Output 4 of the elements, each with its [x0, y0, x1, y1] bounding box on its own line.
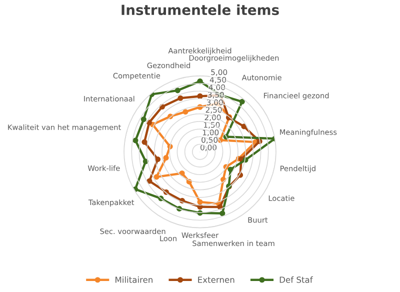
legend-label: Def Staf [280, 276, 313, 283]
chart-title: Instrumentele items [122, 4, 279, 16]
legend-label: Externen [198, 276, 234, 283]
legend-label: Militairen [116, 276, 152, 283]
